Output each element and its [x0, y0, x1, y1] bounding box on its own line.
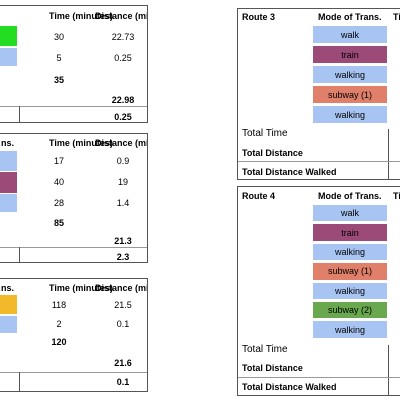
time-header: Time (minutes) — [49, 11, 113, 21]
distance-value: 0.9 — [116, 156, 130, 166]
distance-value: 0.25 — [114, 53, 132, 63]
time-value: 40 — [53, 177, 64, 187]
mode-swatch — [0, 316, 17, 333]
divider — [19, 247, 20, 262]
divider — [238, 377, 400, 378]
mode-cell: walking — [312, 65, 388, 84]
divider — [19, 372, 20, 391]
total-time-label: Total Time — [242, 344, 288, 355]
divider — [388, 129, 389, 179]
time-value: 5 — [56, 53, 62, 63]
distance-header: Distance (miles) — [95, 283, 148, 293]
distance-header: Distance (miles) — [95, 11, 148, 21]
divider — [0, 247, 147, 248]
time-value: 28 — [53, 198, 64, 208]
total-distance-label: Total Distance — [242, 148, 303, 158]
mode-cell: walking — [312, 281, 388, 300]
mode-cell: train — [312, 223, 388, 242]
mode-cell: walking — [312, 320, 388, 339]
mode-cell: train — [312, 45, 388, 64]
mode-header: ns. — [1, 283, 15, 293]
time-value: 2 — [56, 319, 62, 329]
time-header: Time (minutes) — [49, 138, 113, 148]
mode-swatch — [0, 26, 17, 46]
route-title: Route 3 — [242, 12, 276, 22]
total-walked-value: 0.25 — [114, 112, 132, 122]
mode-header: ns. — [1, 138, 15, 148]
mode-swatch — [0, 194, 17, 212]
time-header: Ti — [393, 12, 400, 22]
divider — [0, 106, 147, 107]
mode-swatch — [0, 172, 17, 193]
total-distance-label: Total Distance — [242, 363, 303, 373]
route-table-3: Route 3 Mode of Trans. Ti walktrainwalki… — [237, 8, 400, 180]
mode-cell: walk — [312, 25, 388, 44]
route-table-5: ns. Time (minutes) Distance (miles) 118 … — [0, 278, 148, 392]
distance-header: Distance (miles) — [95, 138, 148, 148]
divider — [388, 345, 389, 395]
mode-cell: subway (1) — [312, 262, 388, 281]
distance-value: 21.5 — [114, 300, 132, 310]
route-title: Route 4 — [242, 191, 276, 201]
route-table-1: Time (minutes) Distance (miles) 30 22.73… — [0, 5, 148, 123]
total-time-value: 85 — [53, 218, 64, 228]
distance-value: 19 — [117, 177, 128, 187]
mode-swatch — [0, 295, 17, 314]
route-table-4: Route 4 Mode of Trans. Ti walktrainwalki… — [237, 186, 400, 396]
mode-swatch — [0, 151, 17, 171]
distance-value: 0.1 — [116, 319, 130, 329]
mode-header: Mode of Trans. — [318, 191, 382, 201]
total-time-label: Total Time — [242, 128, 288, 139]
total-walked-value: 0.1 — [116, 377, 130, 387]
mode-cell: walk — [312, 204, 388, 223]
time-value: 17 — [53, 156, 64, 166]
total-walked-value: 2.3 — [116, 252, 130, 262]
total-distance-walked-label: Total Distance Walked — [242, 382, 337, 392]
total-time-value: 120 — [51, 337, 67, 347]
time-value: 30 — [53, 32, 64, 42]
total-time-value: 35 — [53, 75, 64, 85]
time-header: Time (minutes) — [49, 283, 113, 293]
total-distance-walked-label: Total Distance Walked — [242, 167, 337, 177]
divider — [19, 106, 20, 122]
mode-cell: subway (2) — [312, 301, 388, 320]
mode-swatch — [0, 48, 17, 66]
mode-cell: subway (1) — [312, 85, 388, 104]
divider — [238, 161, 400, 162]
time-header: Ti — [393, 191, 400, 201]
mode-header: Mode of Trans. — [318, 12, 382, 22]
route-table-2: ns. Time (minutes) Distance (miles) 17 0… — [0, 133, 148, 263]
total-distance-value: 22.98 — [111, 95, 135, 105]
total-distance-value: 21.3 — [114, 236, 132, 246]
total-distance-value: 21.6 — [114, 358, 132, 368]
distance-value: 22.73 — [111, 32, 135, 42]
time-value: 118 — [51, 300, 67, 310]
mode-cell: walking — [312, 242, 388, 262]
distance-value: 1.4 — [116, 198, 130, 208]
mode-cell: walking — [312, 105, 388, 124]
divider — [0, 372, 147, 373]
